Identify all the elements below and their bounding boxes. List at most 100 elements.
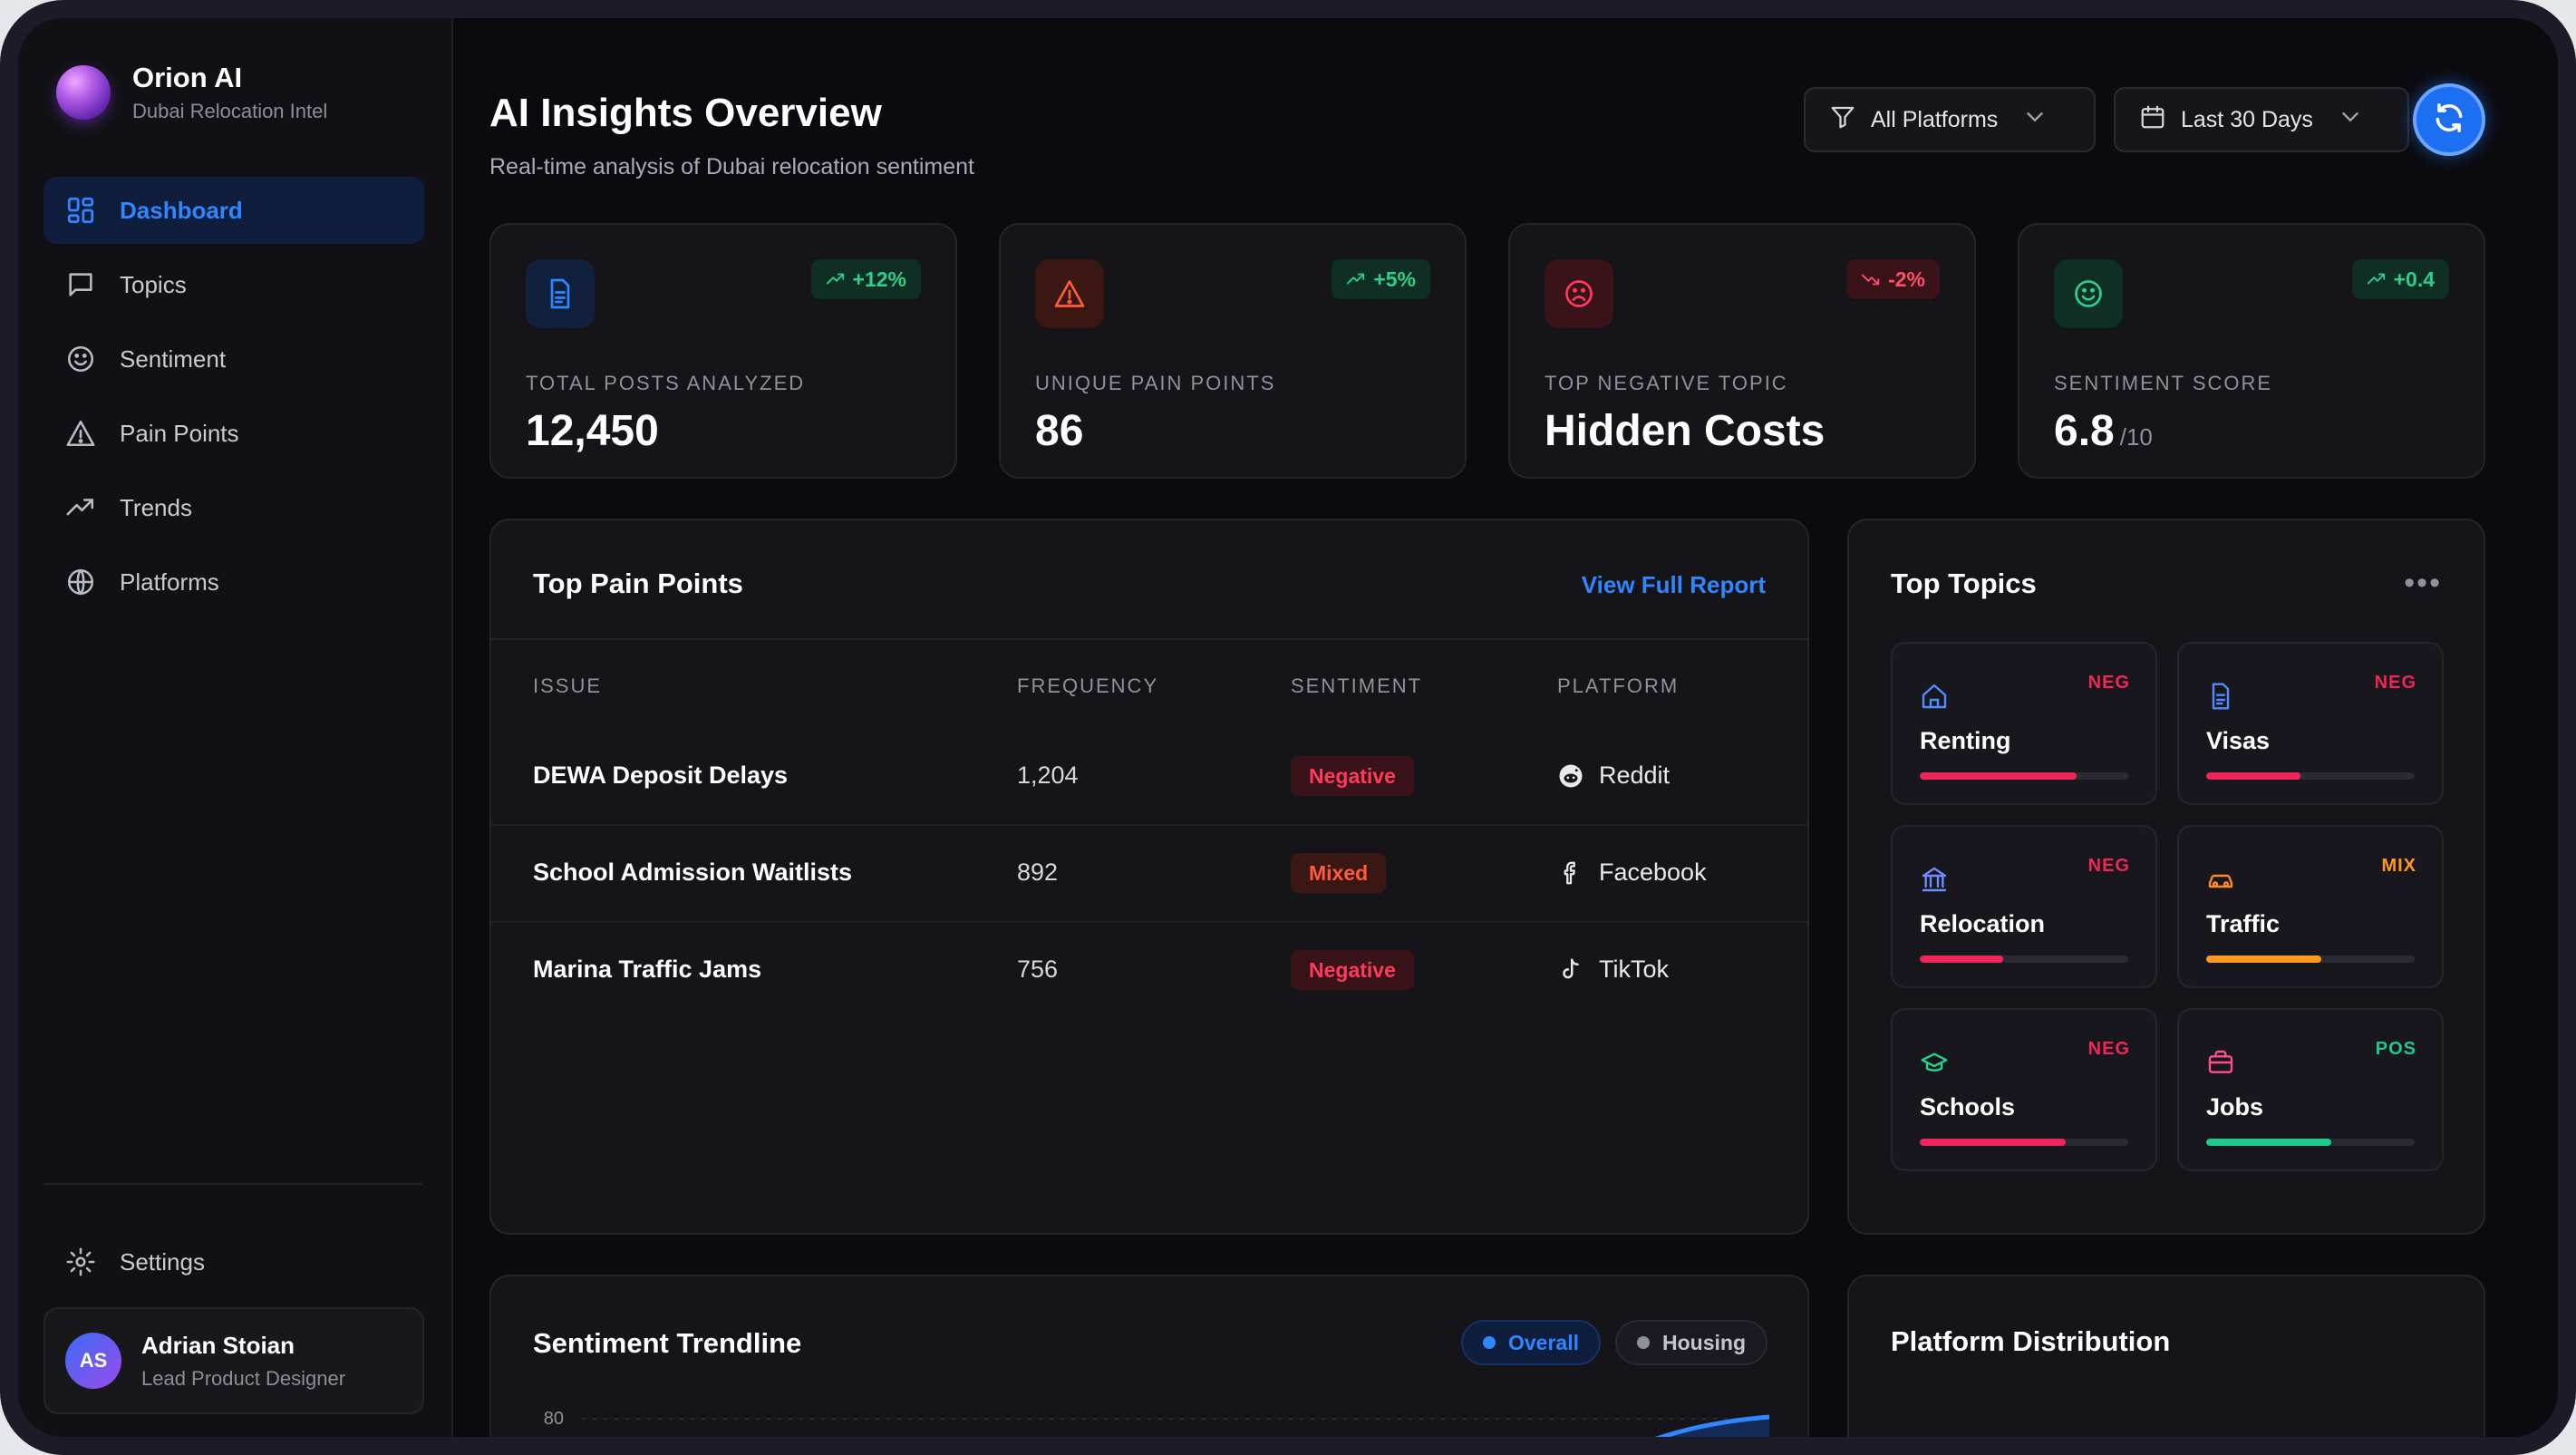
topic-sentiment-tag: NEG [2087,1039,2130,1059]
legend-label: Overall [1508,1330,1579,1354]
frown-icon [1545,259,1613,328]
stat-value: 86 [1035,406,1083,456]
legend-label: Housing [1662,1330,1746,1354]
platform-label: Facebook [1599,858,1707,886]
stat-card-negative-topic[interactable]: -2% TOP NEGATIVE TOPIC Hidden Costs [1508,223,1976,479]
sidebar-item-topics[interactable]: Topics [44,251,424,318]
topic-sentiment-bar-fill [1920,772,2077,780]
topic-sentiment-bar [2206,772,2415,780]
sentiment-badge: Negative [1291,950,1414,990]
topic-sentiment-bar-fill [1920,955,2003,963]
sidebar-item-label: Topics [120,270,187,298]
topic-name: Renting [1920,727,2011,754]
stat-card-sentiment-score[interactable]: +0.4 SENTIMENT SCORE 6.8/10 [2018,223,2485,479]
sidebar-item-label: Trends [120,493,192,521]
home-icon [1920,682,1949,711]
sidebar-item-trends[interactable]: Trends [44,474,424,541]
sidebar-item-platforms[interactable]: Platforms [44,548,424,616]
stat-label: TOP NEGATIVE TOPIC [1545,372,1788,394]
main-content: AI Insights Overview Real-time analysis … [453,18,2558,1437]
column-header-issue[interactable]: ISSUE [533,674,603,697]
sidebar-item-label: Sentiment [120,344,227,373]
topic-sentiment-bar-fill [2206,955,2321,963]
y-axis-tick-label: 80 [544,1409,564,1429]
topic-card-jobs[interactable]: POS Jobs [2177,1008,2444,1171]
briefcase-icon [2206,1048,2235,1077]
legend-dot [1637,1336,1650,1349]
change-badge: -2% [1846,259,1940,299]
warning-icon [1035,259,1104,328]
legend-toggle-overall[interactable]: Overall [1461,1320,1601,1365]
user-profile-card[interactable]: AS Adrian Stoian Lead Product Designer [44,1307,424,1414]
table-row[interactable]: DEWA Deposit Delays 1,204 Negative Reddi… [491,729,1807,826]
trending-up-icon [2367,273,2385,285]
document-icon [526,259,595,328]
panel-title: Top Topics [1891,567,2037,599]
stat-label: SENTIMENT SCORE [2054,372,2273,394]
sidebar-divider [44,1183,422,1185]
stat-card-pain-points[interactable]: +5% UNIQUE PAIN POINTS 86 [999,223,1467,479]
stat-number: 12,450 [526,407,659,455]
sidebar-item-pain-points[interactable]: Pain Points [44,400,424,467]
sidebar-nav: Dashboard Topics Sentiment Pain Points [44,177,424,623]
sidebar-item-settings[interactable]: Settings [44,1228,424,1295]
topic-card-renting[interactable]: NEG Renting [1891,642,2157,805]
change-badge: +5% [1332,259,1430,299]
document-icon [2206,682,2235,711]
stat-label: UNIQUE PAIN POINTS [1035,372,1276,394]
change-value: +12% [852,267,906,291]
table-row[interactable]: School Admission Waitlists 892 Mixed Fac… [491,826,1807,923]
frequency-cell: 756 [1017,955,1059,983]
stat-card-total-posts[interactable]: +12% TOTAL POSTS ANALYZED 12,450 [489,223,957,479]
more-options-icon[interactable]: ••• [2404,566,2442,600]
table-row[interactable]: Marina Traffic Jams 756 Negative TikTok [491,923,1807,1020]
brand[interactable]: Orion AI Dubai Relocation Intel [56,62,327,123]
platform-cell: Reddit [1557,761,1670,790]
change-value: +0.4 [2393,267,2435,291]
date-range-dropdown[interactable]: Last 30 Days [2114,87,2409,152]
brand-subtitle: Dubai Relocation Intel [132,100,328,122]
topic-sentiment-bar [1920,772,2128,780]
topic-sentiment-bar [2206,1139,2415,1146]
page-title: AI Insights Overview [489,91,882,135]
stat-number: Hidden Costs [1545,407,1825,455]
topic-card-visas[interactable]: NEG Visas [2177,642,2444,805]
topic-card-relocation[interactable]: NEG Relocation [1891,825,2157,988]
topic-sentiment-bar [1920,955,2128,963]
topic-card-schools[interactable]: NEG Schools [1891,1008,2157,1171]
topic-card-traffic[interactable]: MIX Traffic [2177,825,2444,988]
sentiment-badge: Negative [1291,756,1414,796]
app: Orion AI Dubai Relocation Intel Dashboar… [18,18,2558,1437]
panel-title: Platform Distribution [1891,1325,2171,1357]
calendar-icon [2139,103,2166,137]
trending-up-icon [1347,273,1365,285]
issue-cell: Marina Traffic Jams [533,955,762,983]
sentiment-badge: Mixed [1291,853,1387,893]
sidebar-item-dashboard[interactable]: Dashboard [44,177,424,244]
graduation-cap-icon [1920,1048,1949,1077]
smile-icon [63,342,98,376]
refresh-button[interactable] [2413,83,2485,156]
topic-sentiment-tag: POS [2375,1039,2416,1059]
chevron-down-icon [2021,103,2048,137]
legend-toggle-housing[interactable]: Housing [1615,1320,1767,1365]
facebook-icon [1564,861,1575,884]
column-header-platform[interactable]: PLATFORM [1557,674,1680,697]
trending-up-icon [826,273,844,285]
platform-filter-dropdown[interactable]: All Platforms [1804,87,2096,152]
platform-distribution-chart [1849,1276,2485,1455]
topic-name: Traffic [2206,910,2281,937]
stat-number: 6.8 [2054,407,2115,455]
smile-icon [2054,259,2123,328]
topic-sentiment-bar-fill [2206,772,2300,780]
column-header-frequency[interactable]: FREQUENCY [1017,674,1159,697]
view-full-report-link[interactable]: View Full Report [1581,571,1766,598]
topic-sentiment-tag: NEG [2374,673,2416,693]
distribution-segment [1985,1450,2085,1455]
top-topics-panel: Top Topics ••• NEG Renting NEG Visas NEG Relo… [1847,519,2485,1235]
stat-label: TOTAL POSTS ANALYZED [526,372,806,394]
sidebar-item-sentiment[interactable]: Sentiment [44,325,424,393]
overall-series-line [1654,1414,1770,1437]
column-header-sentiment[interactable]: SENTIMENT [1291,674,1423,697]
pain-points-panel: Top Pain Points View Full Report ISSUE F… [489,519,1809,1235]
